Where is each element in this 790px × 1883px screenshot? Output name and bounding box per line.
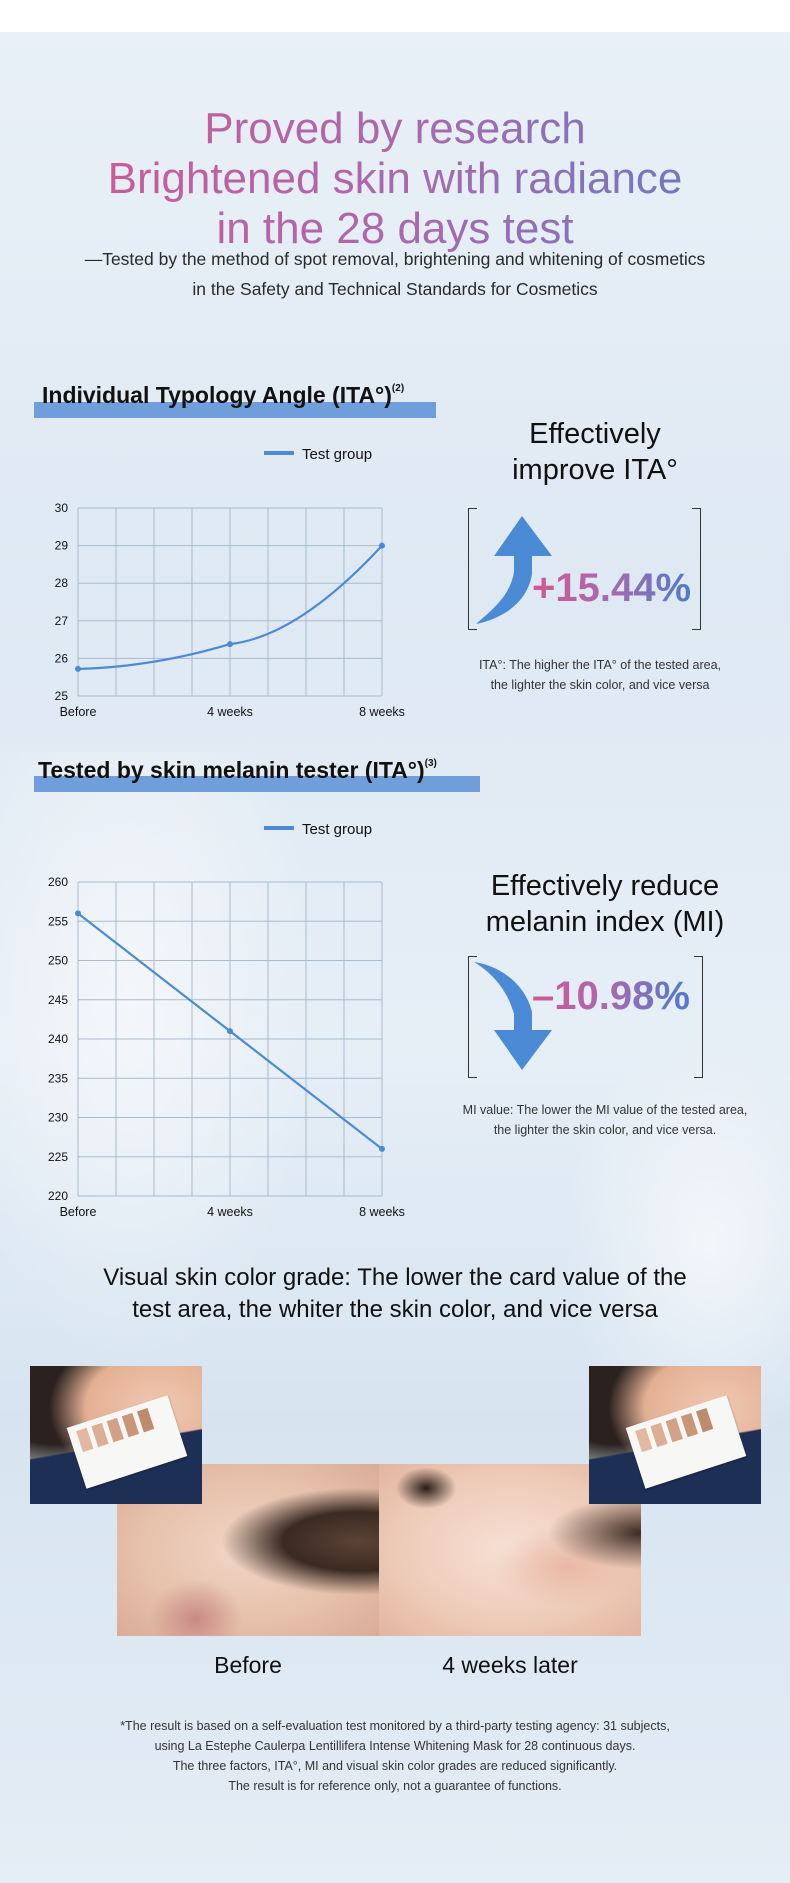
c1-ytick-label: 28 — [55, 576, 69, 590]
chart1-ita: 25 26 27 28 29 30 Before 4 weeks 8 weeks — [55, 501, 405, 719]
section1-effect-value: +15.44% — [532, 566, 692, 610]
section2-heading: Tested by skin melanin tester (ITA°)(3) — [38, 757, 437, 784]
c1-xtick-label: 8 weeks — [359, 705, 405, 719]
section1-bracket-right — [692, 508, 701, 630]
chart2-legend-swatch — [264, 826, 294, 831]
section2-effect-title-line1: Effectively reduce — [490, 870, 720, 902]
c2-point-2 — [379, 1145, 385, 1152]
footer-disclaimer: *The result is based on a self-evaluatio… — [60, 1716, 730, 1796]
chart1-legend: Test group — [264, 446, 372, 463]
footer-line4: The result is for reference only, not a … — [228, 1779, 562, 1793]
section1-note: ITA°: The higher the ITA° of the tested … — [440, 655, 760, 695]
before-color-card — [66, 1395, 188, 1489]
visual-grade-title-line2: test area, the whiter the skin color, an… — [132, 1296, 658, 1323]
title-line-3: in the 28 days test — [0, 204, 790, 254]
section1-note-line1: ITA°: The higher the ITA° of the tested … — [478, 658, 722, 672]
chart2-legend-label: Test group — [302, 821, 373, 838]
c2-ytick-label: 235 — [48, 1071, 68, 1085]
after-color-card — [625, 1395, 747, 1489]
section1-effect-title-line1: Effectively — [529, 418, 661, 450]
section2-bracket-right — [694, 956, 703, 1078]
section1-effect-title: Effectively improve ITA° — [470, 416, 720, 488]
c2-ytick-label: 240 — [48, 1032, 68, 1046]
c2-point-0 — [75, 910, 81, 917]
c2-ytick-label: 230 — [48, 1111, 68, 1125]
chart2-mi: 220 225 230 235 240 245 250 255 260 Before 4 week… — [48, 875, 405, 1219]
visual-grade-title: Visual skin color grade: The lower the c… — [40, 1262, 750, 1326]
section1-effect-title-line2: improve ITA° — [512, 454, 678, 486]
c1-ytick-label: 30 — [55, 501, 69, 515]
section1-heading-bar — [34, 402, 436, 418]
c1-ytick-label: 27 — [55, 614, 69, 628]
section2-note: MI value: The lower the MI value of the … — [420, 1100, 790, 1140]
c2-ytick-label: 220 — [48, 1189, 68, 1203]
section2-footnote-mark: (3) — [424, 758, 437, 770]
before-color-card-photo — [30, 1366, 202, 1504]
c2-ytick-label: 250 — [48, 954, 68, 968]
before-label: Before — [214, 1652, 282, 1678]
chart1-legend-label: Test group — [302, 446, 373, 463]
after-label: 4 weeks later — [442, 1652, 578, 1678]
chart2-legend: Test group — [264, 821, 372, 838]
down-arrow-icon — [474, 962, 552, 1070]
section1-heading: Individual Typology Angle (ITA°)(2) — [42, 382, 404, 409]
c2-xtick-label: 4 weeks — [207, 1205, 253, 1219]
section1-note-line2: the lighter the skin color, and vice ver… — [490, 678, 710, 692]
footer-line3: The three factors, ITA°, MI and visual s… — [172, 1759, 618, 1773]
section2-effect-value: –10.98% — [532, 974, 690, 1018]
chart1-legend-swatch — [264, 451, 294, 456]
c2-ytick-label: 245 — [48, 993, 68, 1007]
section2-effect-title: Effectively reduce melanin index (MI) — [440, 868, 770, 940]
footer-line2: using La Estephe Caulerpa Lentillifera I… — [154, 1739, 636, 1753]
title-line-2: Brightened skin with radiance — [0, 154, 790, 204]
c1-ytick-label: 29 — [55, 539, 69, 553]
c2-ytick-label: 255 — [48, 914, 68, 928]
up-arrow-icon — [476, 516, 552, 624]
footer-line1: *The result is based on a self-evaluatio… — [120, 1719, 670, 1733]
section2-note-line1: MI value: The lower the MI value of the … — [462, 1103, 748, 1117]
c1-xtick-label: Before — [60, 705, 97, 719]
visual-grade-title-line1: Visual skin color grade: The lower the c… — [103, 1264, 687, 1291]
c1-point-0 — [75, 665, 81, 672]
c2-xtick-label: Before — [60, 1205, 97, 1219]
section2-bracket-left — [468, 956, 477, 1078]
c1-point-2 — [379, 542, 385, 549]
c1-xtick-label: 4 weeks — [207, 705, 253, 719]
page-background: Proved by research Brightened skin with … — [0, 32, 790, 1883]
subtitle: —Tested by the method of spot removal, b… — [84, 249, 706, 299]
after-color-card-photo — [589, 1366, 761, 1504]
c2-ytick-label: 225 — [48, 1150, 68, 1164]
section2-effect-title-line2: melanin index (MI) — [485, 906, 725, 938]
section1-footnote-mark: (2) — [391, 383, 405, 395]
c1-point-1 — [227, 641, 233, 648]
section1-heading-text: Individual Typology Angle (ITA°) — [42, 382, 392, 408]
c2-point-1 — [227, 1028, 233, 1035]
c2-xtick-label: 8 weeks — [359, 1205, 405, 1219]
title-line-1: Proved by research — [0, 104, 790, 154]
section2-heading-bar — [34, 776, 480, 792]
c1-ytick-label: 25 — [55, 689, 69, 703]
c1-ytick-label: 26 — [55, 651, 69, 665]
background-glassware — [0, 752, 320, 1372]
section2-heading-text: Tested by skin melanin tester (ITA°) — [38, 757, 425, 783]
section2-note-line2: the lighter the skin color, and vice ver… — [493, 1123, 717, 1137]
c2-ytick-label: 260 — [48, 875, 68, 889]
section1-bracket-left — [468, 508, 477, 630]
